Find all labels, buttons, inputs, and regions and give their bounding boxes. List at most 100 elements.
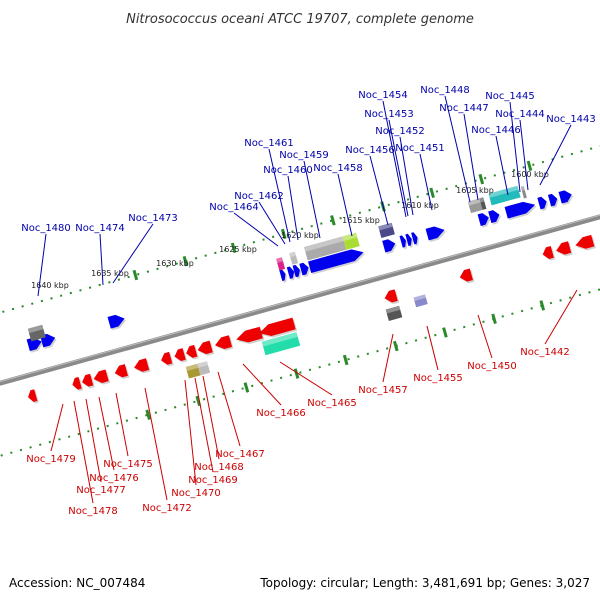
forward-gene [558,190,572,204]
forward-label-leader [419,153,433,211]
forward-label-leader [539,124,572,186]
forward-gene-label: Noc_1452 [375,126,425,137]
reverse-major-tick [442,327,448,338]
genome-backbone-highlight [0,207,600,390]
reverse-label-leader [50,403,64,452]
forward-gene [292,264,300,278]
forward-gene-label: Noc_1473 [128,213,178,224]
forward-gene-label: Noc_1464 [209,202,259,213]
forward-label-leader [509,101,521,193]
reverse-label-leader [98,396,115,471]
forward-label-leader [388,119,409,217]
reverse-label-leader [426,325,439,371]
reverse-label-leader [184,379,197,486]
forward-feature-small-gloss [289,251,297,258]
forward-gene [537,196,547,210]
forward-label-leader [268,148,291,243]
reverse-gene-label: Noc_1479 [26,454,76,465]
forward-label-leader [369,155,389,226]
reverse-major-tick [539,300,546,311]
forward-major-tick [526,160,533,172]
reverse-gene-label: Noc_1470 [171,488,221,499]
reverse-gene-label: Noc_1465 [307,398,357,409]
genome-track [0,142,600,460]
reverse-gene [575,234,595,249]
forward-major-tick [429,187,435,199]
reverse-gene-label: Noc_1450 [467,361,517,372]
gene-features [26,185,596,404]
major-ticks [132,160,546,420]
reverse-gene [114,364,128,378]
forward-gene-label: Noc_1462 [234,191,284,202]
reverse-gene-label: Noc_1467 [215,449,265,460]
forward-gene-label: Noc_1459 [279,150,329,161]
reverse-feature-grey [197,361,211,376]
forward-feature-dark [479,197,487,210]
reverse-major-tick [243,382,250,393]
forward-gene [425,226,445,241]
forward-gene [299,262,309,276]
reverse-gene-label: Noc_1469 [188,475,238,486]
forward-label-leader [37,233,47,297]
reverse-gene-label: Noc_1475 [103,459,153,470]
reverse-feature-teal [261,332,301,356]
reverse-gene-label: Noc_1457 [358,385,408,396]
forward-feature-grey-long-gloss [303,236,344,252]
reverse-gene-label: Noc_1466 [256,408,306,419]
forward-feature-green-gloss [342,232,358,242]
reverse-major-tick [393,340,399,352]
reverse-gene [236,326,263,343]
scale-label: 1635 kbp [91,269,129,278]
forward-label-leader [382,100,407,218]
forward-feature-thin [520,186,527,199]
reverse-gene-label: Noc_1476 [89,473,139,484]
forward-gene-label: Noc_1458 [313,163,363,174]
forward-feature-grey [467,198,483,214]
reverse-gene-label: Noc_1472 [142,503,192,514]
scale-label: 1615 kbp [342,216,380,225]
forward-gene-label: Noc_1461 [244,138,294,149]
reverse-gene [459,268,473,282]
reverse-label-leader [115,392,129,457]
forward-major-tick [280,228,287,240]
reverse-feature-dark-gloss [385,305,401,314]
forward-feature-cyan-gloss [488,185,519,198]
reverse-label-leader [194,377,214,473]
reverse-gene [161,351,173,365]
reverse-gene [215,335,233,350]
forward-feature-grey-left [27,324,46,342]
forward-gene [382,239,396,253]
forward-feature-pink [276,257,286,271]
reverse-major-tick [293,368,300,379]
forward-label-leader [444,95,471,203]
reverse-gene [197,340,213,355]
reverse-label-leader [242,363,282,406]
reverse-label-leader [217,371,241,447]
forward-major-tick [132,269,139,281]
forward-feature-small [289,251,299,265]
forward-major-tick [478,173,485,185]
reverse-major-tick [145,409,151,420]
forward-label-leader [287,175,299,241]
reverse-feature-lilac [413,294,428,308]
forward-gene [399,235,406,248]
reverse-gene [93,369,109,383]
map-title: Nitrosococcus oceani ATCC 19707, complet… [126,12,474,27]
forward-gene [547,193,558,207]
reverse-feature-teal-gloss [261,332,298,347]
forward-feature-cyan [488,185,521,206]
scale-label: 1630 kbp [156,259,194,268]
forward-label-leader [303,160,321,239]
scale-label: 1640 kbp [31,281,69,290]
forward-gene-label: Noc_1448 [420,85,470,96]
reverse-scale-line [0,275,600,460]
reverse-gene-label: Noc_1468 [194,462,244,473]
reverse-label-leader [73,400,94,504]
reverse-gene [384,289,398,303]
reverse-label-leader [382,333,394,383]
reverse-feature-olive [185,363,201,379]
forward-label-leader [112,223,154,284]
reverse-major-tick [342,354,349,366]
forward-gene-label: Noc_1454 [358,90,408,101]
